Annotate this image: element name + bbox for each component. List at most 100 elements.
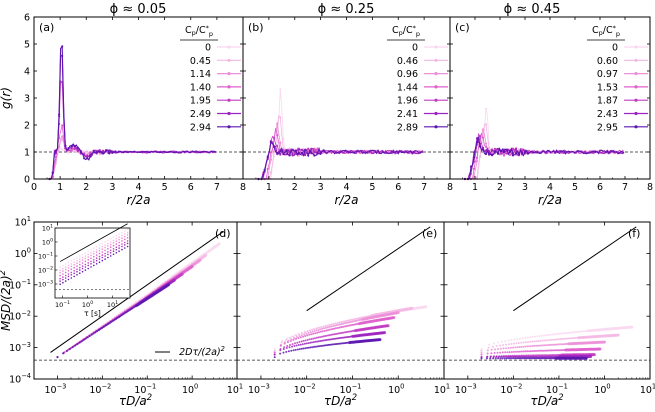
msd-point [298,333,301,336]
inset-point [107,242,109,245]
data-point [484,107,488,110]
msd-point [513,350,515,353]
data-point [496,152,500,155]
msd-point [517,342,520,344]
data-point [111,151,114,154]
msd-point [302,347,305,350]
inset-point [64,263,67,265]
msd-point [319,345,321,348]
inset-point [109,238,112,240]
y-tick-label: 1 [24,148,30,159]
msd-point [352,320,355,323]
data-point [300,148,304,152]
msd-point [334,327,337,330]
data-point [269,151,272,154]
msd-point [531,350,534,353]
inset-point [121,237,123,239]
legend-title: Cp/C*p [392,24,420,38]
msd-point [334,333,337,335]
data-point [297,148,300,151]
msd-point [279,349,282,352]
y-tick-label: 10−3 [9,341,31,354]
data-point [475,156,479,159]
data-point [484,149,488,152]
msd-point [314,345,317,348]
inset-point [67,264,70,267]
msd-point [335,324,338,327]
msd-point [536,335,539,338]
data-point [502,150,506,154]
inset-point [73,261,75,264]
msd-point [550,354,552,357]
msd-point [568,337,570,340]
data-point [285,153,288,156]
msd-point [292,338,295,341]
inset-point [79,266,81,269]
msd-point [524,345,527,348]
x-tick-label: 10−1 [340,383,362,396]
msd-point [341,326,343,328]
msd-point [330,325,333,328]
msd-point [486,355,489,358]
inset-point [126,234,129,236]
msd-point [557,332,560,335]
inset-point [76,270,78,273]
msd-point [332,337,335,340]
x-axis-label: τD/a2 [530,392,563,408]
gr-panel-1: 0 1 2 3 4 5 6 7 8 0 1 2 3 4 5 6 (a) r/2a g(r) Cp/C*p 0 0.45 1.… [0,13,246,208]
y-axis-label: MSD/(2a)2 [0,270,13,331]
msd-point [529,355,532,358]
data-point [279,116,282,119]
msd-point [340,323,343,326]
x-tick-label: 100 [182,383,198,396]
inset-point [126,245,129,248]
msd-point [534,357,537,360]
msd-point [356,317,359,320]
msd-point [392,316,396,320]
data-point [502,154,506,157]
msd-point [517,355,520,358]
inset-point [118,247,120,249]
msd-point [522,350,525,353]
msd-point [542,355,545,358]
data-point [64,144,67,147]
data-point [499,152,503,155]
inset-point [95,257,98,260]
msd-point [527,341,529,344]
msd-point [325,326,328,329]
msd-point [326,329,329,332]
plot-frame [443,221,651,380]
msd-point [559,332,562,335]
column-title-1: ϕ ≈ 0.05 [110,2,167,17]
data-point [313,150,316,153]
inset-point [90,266,92,268]
inset-point [118,241,120,244]
inset-point [101,259,104,262]
msd-point [603,340,606,344]
data-point [266,167,269,170]
msd-point [510,355,513,358]
inset-point [84,269,87,271]
msd-point [316,327,318,330]
data-point [76,146,79,149]
legend-marker-6 [634,125,638,129]
msd-point [531,340,534,343]
inset-point [101,248,104,250]
data-point [300,151,304,154]
inset-point [126,237,129,239]
inset-point [107,253,109,256]
inset-point [67,278,70,281]
msd-point [505,357,508,360]
legend-entry-4: 1.96 [397,96,418,107]
msd-point [548,344,551,346]
msd-point [317,340,320,343]
data-point [291,148,294,151]
msd-point [345,325,348,328]
data-point [114,150,117,153]
inset-point [67,267,70,269]
msd-point [288,337,291,339]
msd-point [299,343,302,346]
data-point [67,152,70,155]
msd-point [298,341,301,343]
msd-point [543,339,546,342]
